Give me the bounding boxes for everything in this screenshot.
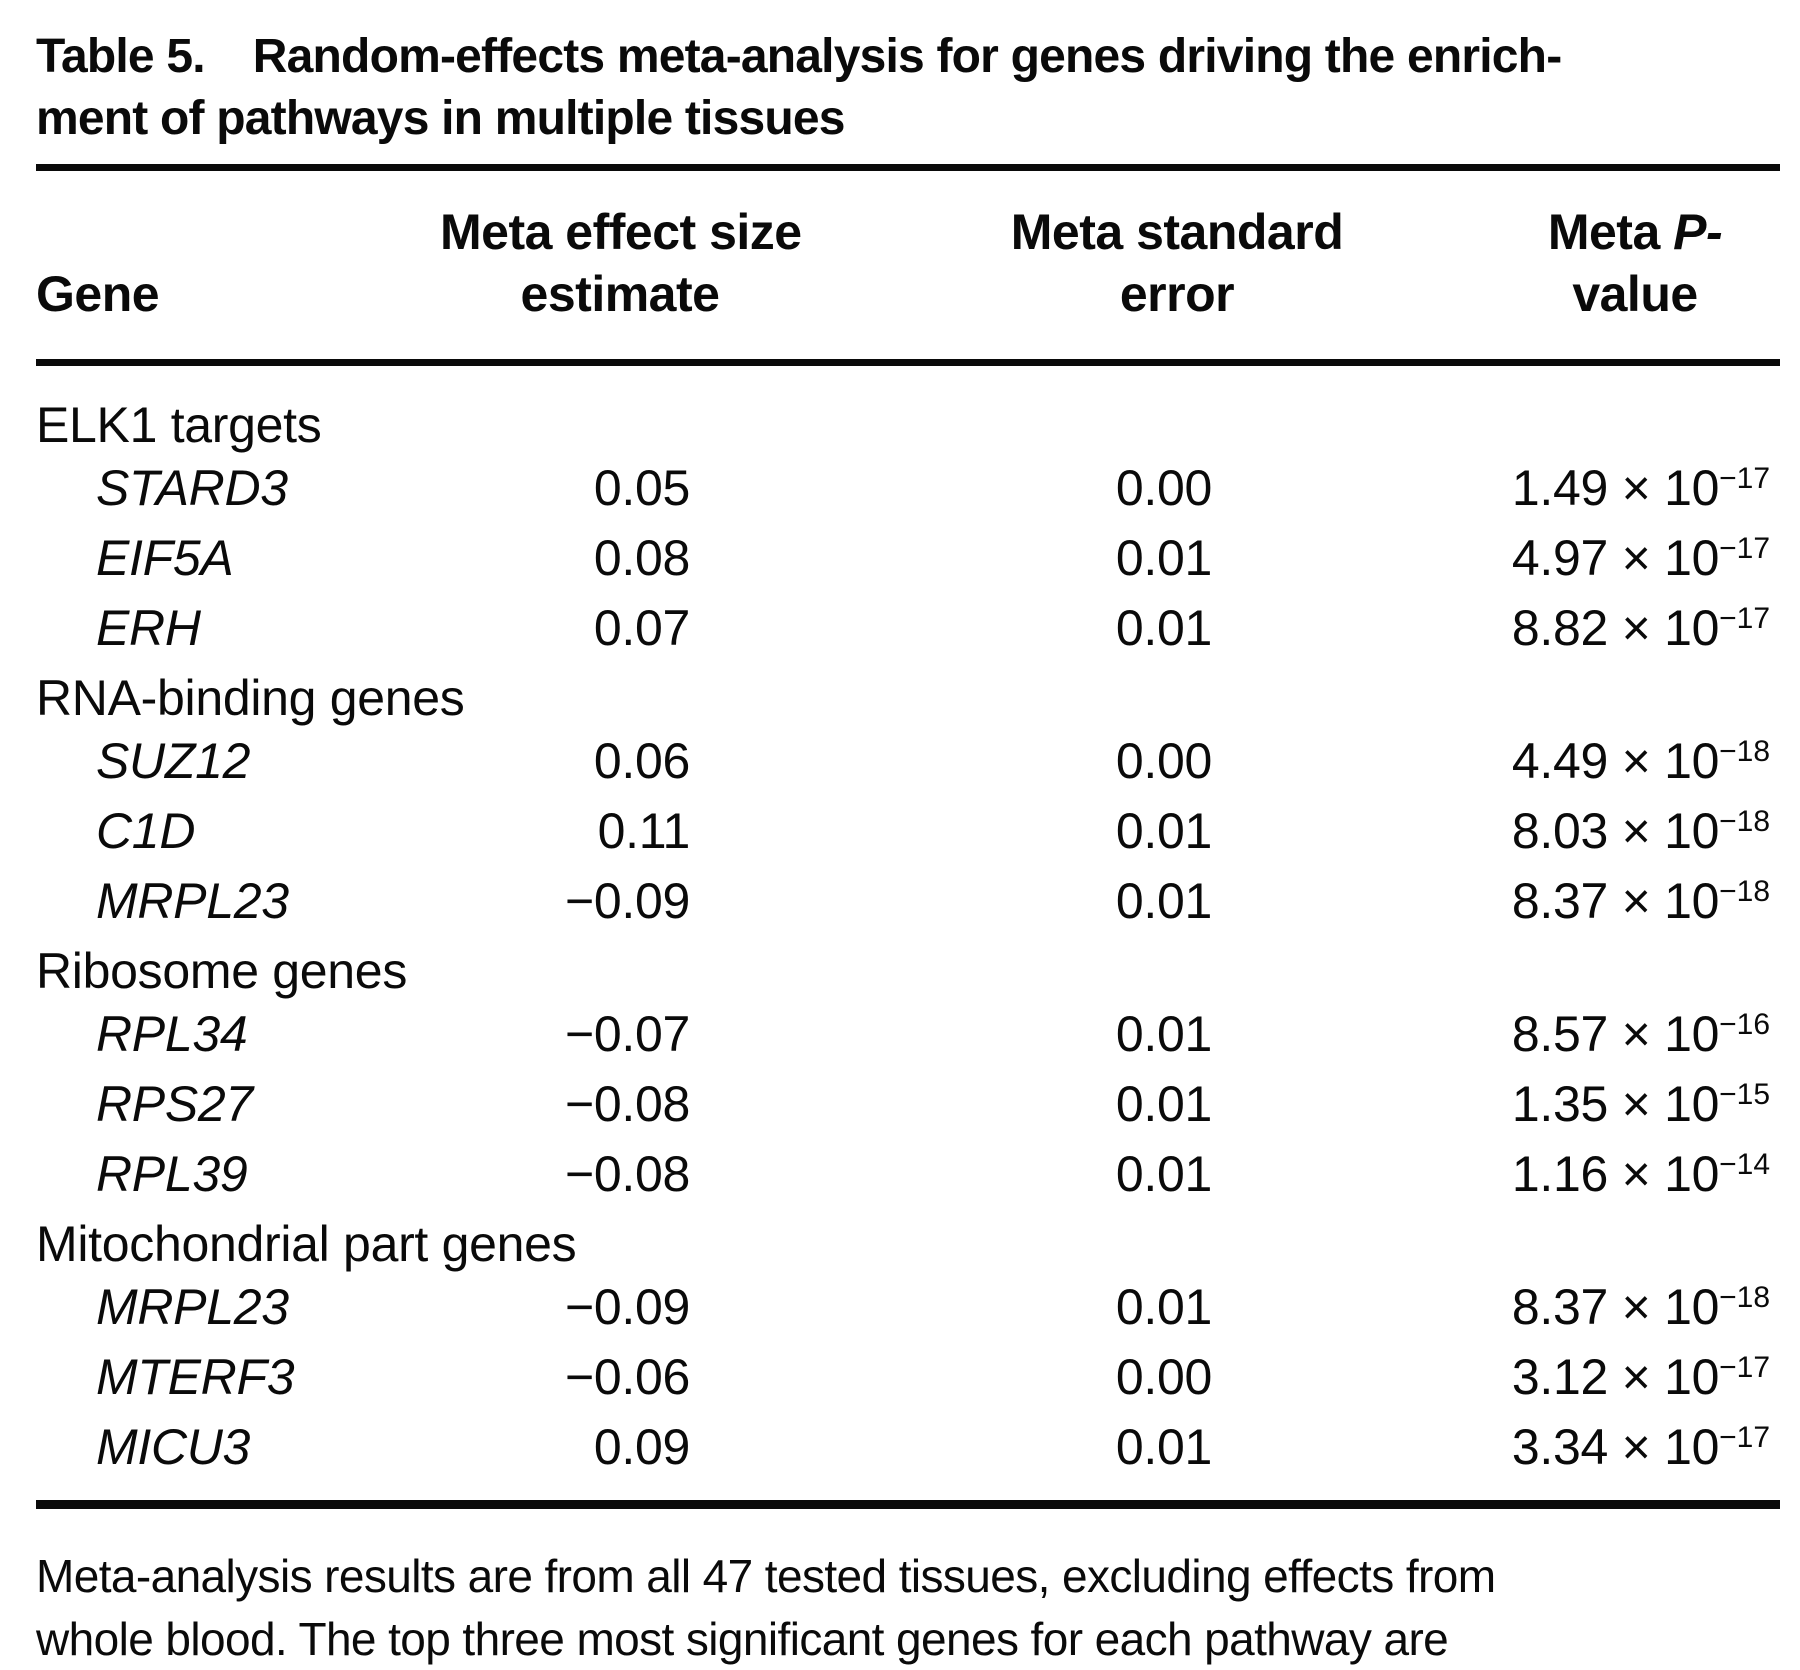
column-header-meta-p-value: Meta P- value <box>1547 204 1723 322</box>
meta-standard-error-value: 0.00 <box>1115 460 1212 516</box>
meta-p-value: 1.16 × 10−14 <box>1430 1143 1780 1213</box>
section-row: Ribosome genes <box>36 940 1780 1003</box>
meta-p-value: 8.57 × 10−16 <box>1430 1003 1780 1073</box>
p-value-exponent: −16 <box>1719 1008 1770 1041</box>
gene-name: MRPL23 <box>96 1279 289 1335</box>
meta-standard-error-value: 0.01 <box>1115 1146 1212 1202</box>
p-value-exponent: −14 <box>1719 1148 1770 1181</box>
gene-name: SUZ12 <box>96 733 251 789</box>
footnote-line2: whole blood. The top three most signific… <box>36 1613 1449 1665</box>
table-row: MRPL23 −0.09 0.01 8.37 × 10−18 <box>36 1276 1780 1346</box>
gene-name: MTERF3 <box>96 1349 295 1405</box>
p-value-exponent: −17 <box>1719 602 1770 635</box>
table-title-line2: ment of pathways in multiple tissues <box>36 92 846 145</box>
p-value-exponent: −17 <box>1719 532 1770 565</box>
gene-name: ERH <box>96 600 201 656</box>
table-row: MTERF3 −0.06 0.00 3.12 × 10−17 <box>36 1346 1780 1416</box>
meta-effect-size-value: −0.08 <box>564 1076 690 1132</box>
column-header-gene: Gene <box>36 266 160 322</box>
p-value-exponent: −18 <box>1719 1281 1770 1314</box>
meta-p-value: 3.12 × 10−17 <box>1430 1346 1780 1416</box>
meta-p-value: 8.37 × 10−18 <box>1430 1276 1780 1346</box>
table-row: SUZ12 0.06 0.00 4.49 × 10−18 <box>36 730 1780 800</box>
meta-effect-size-value: −0.07 <box>564 1006 690 1062</box>
table-footnote: Meta-analysis results are from all 47 te… <box>36 1545 1780 1670</box>
meta-p-value: 8.82 × 10−17 <box>1430 597 1780 667</box>
p-value-exponent: −18 <box>1719 805 1770 838</box>
footnote-line1: Meta-analysis results are from all 47 te… <box>36 1550 1496 1602</box>
horizontal-rule-header <box>36 359 1780 366</box>
meta-effect-size-value: 0.09 <box>593 1419 690 1475</box>
meta-p-value: 8.03 × 10−18 <box>1430 800 1780 870</box>
table-row: RPL39 −0.08 0.01 1.16 × 10−14 <box>36 1143 1780 1213</box>
meta-effect-size-value: −0.09 <box>564 1279 690 1335</box>
column-header-meta-effect-size: Meta effect size estimate <box>440 204 802 322</box>
table-row: EIF5A 0.08 0.01 4.97 × 10−17 <box>36 527 1780 597</box>
gene-name: C1D <box>96 803 196 859</box>
meta-standard-error-value: 0.01 <box>1115 530 1212 586</box>
meta-standard-error-value: 0.01 <box>1115 1076 1212 1132</box>
meta-effect-size-value: 0.05 <box>593 460 690 516</box>
table-row: C1D 0.11 0.01 8.03 × 10−18 <box>36 800 1780 870</box>
p-value-exponent: −15 <box>1719 1078 1770 1111</box>
gene-name: EIF5A <box>96 530 234 586</box>
p-value-exponent: −17 <box>1719 462 1770 495</box>
gene-name: RPL39 <box>96 1146 248 1202</box>
section-row: Mitochondrial part genes <box>36 1213 1780 1276</box>
table-row: ERH 0.07 0.01 8.82 × 10−17 <box>36 597 1780 667</box>
meta-p-value: 3.34 × 10−17 <box>1430 1416 1780 1486</box>
meta-effect-size-value: −0.08 <box>564 1146 690 1202</box>
table-header-row: Gene Meta effect size estimate Meta stan… <box>36 171 1780 325</box>
meta-p-value: 1.35 × 10−15 <box>1430 1073 1780 1143</box>
meta-standard-error-value: 0.00 <box>1115 1349 1212 1405</box>
gene-name: RPL34 <box>96 1006 248 1062</box>
table-title: Table 5. Random-effects meta-analysis for… <box>36 26 1780 150</box>
section-label: Mitochondrial part genes <box>36 1216 577 1272</box>
meta-effect-size-value: 0.06 <box>593 733 690 789</box>
p-value-exponent: −18 <box>1719 735 1770 768</box>
section-row: RNA-binding genes <box>36 667 1780 730</box>
table-title-text-line1: Random-effects meta-analysis for genes d… <box>252 30 1562 83</box>
meta-p-value: 8.37 × 10−18 <box>1430 870 1780 940</box>
meta-standard-error-value: 0.01 <box>1115 1279 1212 1335</box>
table-number-label: Table 5. <box>36 30 206 83</box>
table-row: MICU3 0.09 0.01 3.34 × 10−17 <box>36 1416 1780 1486</box>
table-row: MRPL23 −0.09 0.01 8.37 × 10−18 <box>36 870 1780 940</box>
p-value-exponent: −17 <box>1719 1421 1770 1454</box>
meta-standard-error-value: 0.01 <box>1115 873 1212 929</box>
meta-p-value: 4.97 × 10−17 <box>1430 527 1780 597</box>
table-title-line1: Table 5. Random-effects meta-analysis for… <box>36 26 1780 88</box>
table-body: ELK1 targets STARD3 0.05 0.00 1.49 × 10−… <box>36 366 1780 1486</box>
meta-standard-error-value: 0.01 <box>1115 1006 1212 1062</box>
meta-p-value: 4.49 × 10−18 <box>1430 730 1780 800</box>
meta-standard-error-value: 0.01 <box>1115 600 1212 656</box>
gene-name: MICU3 <box>96 1419 251 1475</box>
table-row: RPL34 −0.07 0.01 8.57 × 10−16 <box>36 1003 1780 1073</box>
section-label: ELK1 targets <box>36 397 322 453</box>
horizontal-rule-bottom <box>36 1500 1780 1509</box>
p-value-exponent: −17 <box>1719 1351 1770 1384</box>
meta-standard-error-value: 0.00 <box>1115 733 1212 789</box>
section-row: ELK1 targets <box>36 394 1780 457</box>
table-row: RPS27 −0.08 0.01 1.35 × 10−15 <box>36 1073 1780 1143</box>
gene-name: RPS27 <box>96 1076 253 1132</box>
gene-name: MRPL23 <box>96 873 289 929</box>
p-value-exponent: −18 <box>1719 875 1770 908</box>
meta-standard-error-value: 0.01 <box>1115 803 1212 859</box>
meta-effect-size-value: 0.11 <box>597 803 691 859</box>
meta-standard-error-value: 0.01 <box>1115 1419 1212 1475</box>
section-label: Ribosome genes <box>36 943 408 999</box>
section-label: RNA-binding genes <box>36 670 465 726</box>
column-header-meta-standard-error: Meta standard error <box>1010 204 1344 322</box>
horizontal-rule-top <box>36 164 1780 171</box>
table-row: STARD3 0.05 0.00 1.49 × 10−17 <box>36 457 1780 527</box>
meta-effect-size-value: 0.08 <box>593 530 690 586</box>
meta-effect-size-value: −0.09 <box>564 873 690 929</box>
meta-effect-size-value: −0.06 <box>564 1349 690 1405</box>
meta-p-value: 1.49 × 10−17 <box>1430 457 1780 527</box>
meta-effect-size-value: 0.07 <box>593 600 690 656</box>
gene-name: STARD3 <box>96 460 288 516</box>
